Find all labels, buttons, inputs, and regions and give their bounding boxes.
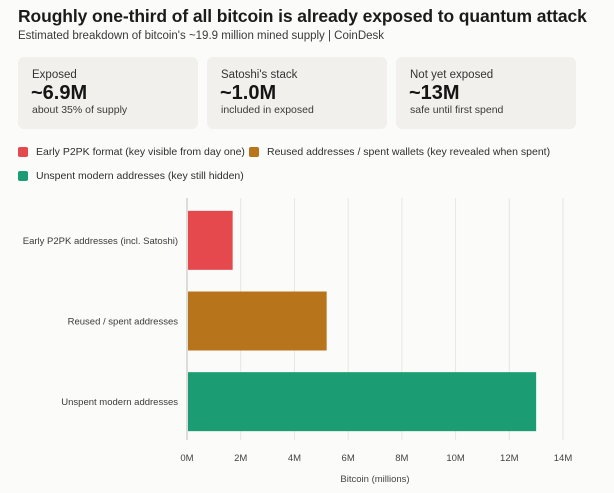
stat-card-label: Satoshi's stack — [221, 69, 298, 81]
stat-cards: Exposed ~6.9M about 35% of supply Satosh… — [18, 57, 576, 129]
stat-card-label: Exposed — [32, 69, 77, 81]
x-tick-label: 12M — [500, 453, 519, 464]
stat-card-value: ~1.0M — [220, 82, 277, 104]
stat-card-value: ~6.9M — [31, 82, 88, 104]
category-labels: Early P2PK addresses (incl. Satoshi) Reus… — [23, 236, 178, 408]
x-tick-label: 10M — [446, 453, 465, 464]
bar-chart: Early P2PK addresses (incl. Satoshi) Reus… — [23, 198, 572, 485]
chart-title: Roughly one-third of all bitcoin is alre… — [18, 6, 587, 26]
category-label: Reused / spent addresses — [68, 317, 179, 328]
chart-subtitle: Estimated breakdown of bitcoin's ~19.9 m… — [18, 30, 385, 42]
legend-swatch — [18, 147, 28, 157]
legend-label: Early P2PK format (key visible from day … — [36, 146, 245, 158]
legend-swatch — [249, 147, 259, 157]
category-label: Early P2PK addresses (incl. Satoshi) — [23, 236, 178, 247]
category-label: Unspent modern addresses — [61, 397, 178, 408]
bar — [188, 291, 327, 351]
stat-card-exposed: Exposed ~6.9M about 35% of supply — [18, 57, 198, 129]
x-tick-labels: 0M 2M 4M 6M 8M 10M 12M 14M — [180, 453, 572, 464]
x-tick-label: 4M — [288, 453, 301, 464]
x-tick-label: 2M — [234, 453, 247, 464]
stat-card-note: safe until first spend — [410, 104, 504, 116]
legend-swatch — [18, 171, 28, 181]
bar — [188, 372, 537, 432]
x-tick-label: 6M — [342, 453, 355, 464]
bar — [188, 210, 233, 270]
legend-item-unspent: Unspent modern addresses (key still hidd… — [18, 169, 244, 183]
x-axis-label: Bitcoin (millions) — [340, 474, 409, 485]
legend-label: Reused addresses / spent wallets (key re… — [267, 146, 551, 158]
legend-item-p2pk: Early P2PK format (key visible from day … — [18, 145, 245, 159]
stat-card-value: ~13M — [409, 82, 460, 104]
stat-card-note: included in exposed — [221, 104, 314, 116]
legend-item-reused: Reused addresses / spent wallets (key re… — [249, 145, 550, 159]
x-tick-label: 0M — [180, 453, 193, 464]
x-tick-label: 8M — [395, 453, 408, 464]
stat-card-note: about 35% of supply — [32, 104, 128, 116]
stat-card-not-exposed: Not yet exposed ~13M safe until first sp… — [396, 57, 576, 129]
x-tick-label: 14M — [554, 453, 573, 464]
stat-card-satoshi: Satoshi's stack ~1.0M included in expose… — [207, 57, 387, 129]
chart-bars — [188, 210, 537, 432]
legend-label: Unspent modern addresses (key still hidd… — [36, 170, 244, 182]
stat-card-label: Not yet exposed — [410, 69, 494, 81]
